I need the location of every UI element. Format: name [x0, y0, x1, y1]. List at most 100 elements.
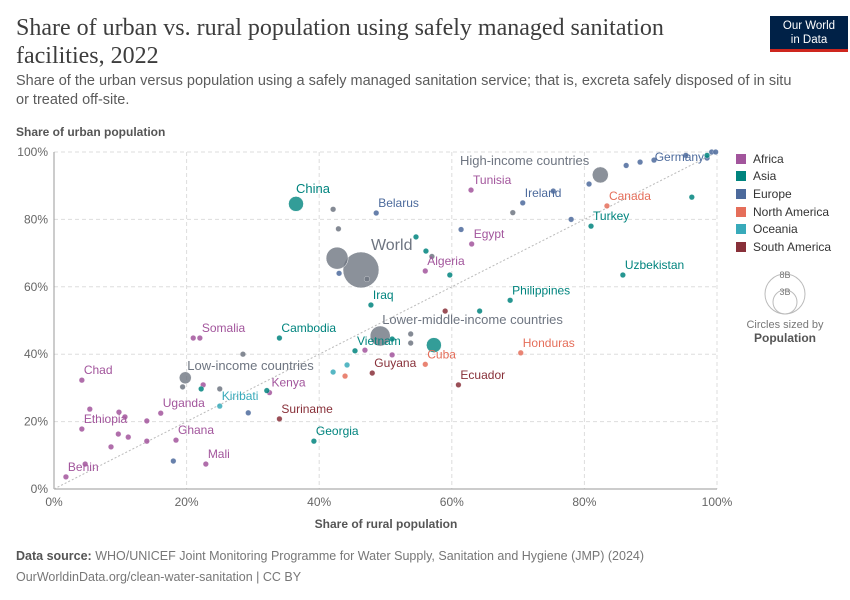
data-point[interactable]	[407, 331, 414, 337]
size-legend-variable: Population	[754, 331, 816, 345]
data-point[interactable]	[125, 434, 132, 441]
legend-item[interactable]: South America	[736, 238, 831, 256]
data-point[interactable]	[245, 409, 252, 416]
point-cambodia[interactable]	[276, 335, 283, 341]
data-point[interactable]	[476, 308, 483, 315]
data-point[interactable]	[143, 417, 150, 424]
legend-item[interactable]: Europe	[736, 185, 831, 203]
data-point[interactable]	[330, 206, 337, 213]
x-tick-label: 40%	[307, 495, 331, 509]
data-point[interactable]	[651, 157, 657, 164]
data-point[interactable]	[143, 438, 150, 445]
source-url[interactable]: OurWorldinData.org/clean-water-sanitatio…	[16, 570, 302, 584]
point-cuba[interactable]	[422, 361, 429, 368]
data-point[interactable]	[190, 335, 197, 341]
data-point[interactable]	[116, 409, 122, 416]
point-label: World	[371, 237, 413, 254]
point-philippines[interactable]	[507, 297, 514, 304]
point-guyana[interactable]	[369, 370, 376, 377]
data-point[interactable]	[712, 149, 719, 155]
point-ethiopia[interactable]	[78, 426, 85, 432]
chart-subtitle: Share of the urban versus population usi…	[16, 73, 792, 108]
data-point[interactable]	[86, 406, 93, 413]
point-chad[interactable]	[78, 377, 85, 384]
data-point[interactable]	[688, 194, 695, 201]
data-point[interactable]	[108, 443, 114, 450]
data-point[interactable]	[363, 276, 370, 282]
data-point[interactable]	[586, 181, 592, 187]
data-point[interactable]	[325, 246, 349, 270]
data-point[interactable]	[389, 336, 396, 342]
point-georgia[interactable]	[310, 438, 317, 445]
data-point[interactable]	[263, 387, 270, 394]
data-point[interactable]	[121, 413, 128, 420]
data-point[interactable]	[426, 337, 442, 353]
data-point[interactable]	[336, 270, 343, 277]
data-point[interactable]	[198, 385, 205, 392]
data-point[interactable]	[335, 225, 342, 232]
data-point[interactable]	[240, 351, 246, 358]
data-point[interactable]	[446, 272, 453, 278]
point-high-income-countries[interactable]	[592, 166, 609, 184]
point-china[interactable]	[288, 196, 304, 212]
data-point[interactable]	[179, 383, 186, 390]
data-point[interactable]	[442, 308, 449, 315]
point-benin[interactable]	[62, 473, 69, 480]
data-point[interactable]	[509, 209, 516, 216]
point-algeria[interactable]	[422, 268, 429, 274]
data-point[interactable]	[361, 347, 368, 354]
point-world[interactable]	[342, 251, 380, 289]
data-point[interactable]	[623, 162, 630, 169]
data-point[interactable]	[682, 152, 689, 159]
legend-item[interactable]: Asia	[736, 168, 831, 186]
data-point[interactable]	[216, 385, 223, 392]
point-lower-middle-income-countries[interactable]	[369, 325, 391, 347]
data-point[interactable]	[115, 431, 122, 438]
data-point[interactable]	[330, 369, 337, 376]
point-label: Uganda	[163, 396, 205, 410]
point-ecuador[interactable]	[455, 381, 462, 388]
point-iraq[interactable]	[367, 302, 374, 308]
legend-label: South America	[753, 239, 832, 254]
point-label: Guyana	[374, 356, 416, 370]
data-point[interactable]	[82, 461, 89, 468]
data-point[interactable]	[413, 233, 419, 240]
point-low-income-countries[interactable]	[178, 371, 192, 385]
data-point[interactable]	[637, 159, 644, 166]
point-egypt[interactable]	[468, 241, 475, 247]
point-uganda[interactable]	[157, 410, 164, 417]
point-belarus[interactable]	[373, 210, 380, 216]
data-point[interactable]	[428, 253, 435, 260]
point-canada[interactable]	[603, 202, 610, 209]
point-ghana[interactable]	[173, 437, 179, 444]
data-point[interactable]	[422, 248, 429, 255]
point-suriname[interactable]	[276, 415, 283, 422]
size-legend-big: 8B	[779, 270, 790, 280]
data-point[interactable]	[550, 188, 557, 195]
point-vietnam[interactable]	[352, 347, 358, 354]
point-uzbekistan[interactable]	[619, 272, 626, 278]
owid-logo[interactable]: Our World in Data	[770, 16, 848, 52]
point-label: Cambodia	[281, 321, 336, 335]
data-point[interactable]	[407, 340, 414, 347]
point-ireland[interactable]	[519, 199, 526, 206]
data-point[interactable]	[568, 216, 575, 223]
point-somalia[interactable]	[196, 335, 203, 341]
data-point[interactable]	[170, 458, 177, 464]
data-point[interactable]	[344, 362, 350, 368]
legend-item[interactable]: Oceania	[736, 220, 831, 238]
point-turkey[interactable]	[588, 223, 594, 230]
data-point[interactable]	[389, 351, 396, 358]
point-honduras[interactable]	[517, 349, 524, 356]
point-kiribati[interactable]	[216, 403, 223, 410]
point-mali[interactable]	[202, 461, 209, 468]
point-tunisia[interactable]	[468, 187, 474, 194]
data-point[interactable]	[342, 373, 349, 380]
legend-item[interactable]: North America	[736, 203, 831, 221]
data-point[interactable]	[458, 226, 465, 233]
y-tick-label: 80%	[24, 212, 48, 226]
data-point[interactable]	[704, 152, 711, 159]
point-label: Low-income countries	[187, 358, 314, 373]
legend-item[interactable]: Africa	[736, 150, 831, 168]
